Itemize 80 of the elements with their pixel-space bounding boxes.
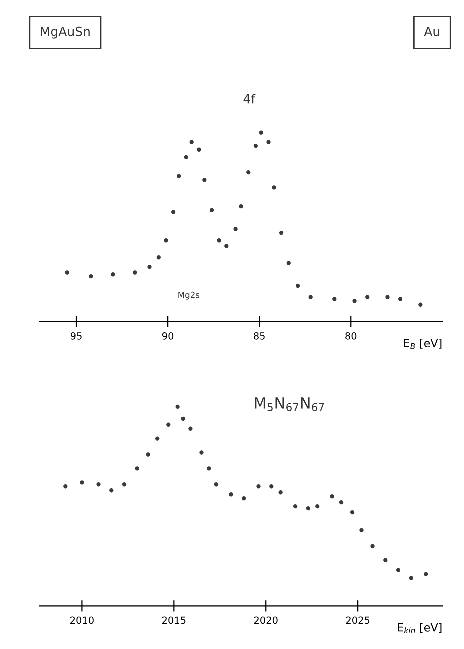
point (197, 148, 202, 152)
point (148, 264, 152, 270)
point (366, 295, 370, 300)
point (370, 544, 375, 548)
point (409, 576, 414, 580)
point (133, 270, 138, 275)
x-tick-label: 2025 (346, 616, 370, 624)
point (242, 496, 246, 501)
point (330, 494, 334, 499)
point (89, 274, 94, 279)
point (316, 504, 320, 509)
point (164, 238, 168, 243)
point (398, 297, 403, 302)
point (122, 482, 127, 487)
point (234, 227, 238, 232)
point (146, 452, 150, 457)
annotation: M$_{5}$N$_{67}$N$_{67}$ (255, 398, 324, 412)
point (286, 261, 291, 266)
point (224, 244, 229, 248)
point (360, 528, 364, 533)
point (229, 492, 234, 497)
x-tick-label: 2020 (254, 616, 278, 624)
point (176, 404, 180, 410)
point (135, 466, 140, 471)
text: Au (424, 27, 440, 36)
point (111, 272, 116, 277)
point (259, 130, 264, 135)
x-tick-label: 80 (346, 332, 357, 340)
point (384, 558, 388, 562)
point (239, 204, 244, 209)
point (306, 506, 310, 511)
x-tick-label: 90 (162, 332, 174, 340)
point (279, 230, 284, 236)
point (176, 174, 182, 178)
point (424, 572, 428, 576)
x-tick-label: 2010 (70, 616, 94, 624)
point (296, 284, 300, 288)
point (207, 466, 212, 471)
point (210, 208, 214, 212)
point (214, 482, 219, 487)
point (254, 144, 258, 148)
point (184, 155, 188, 160)
point (110, 488, 114, 493)
point (202, 178, 207, 182)
point (156, 256, 161, 260)
annotation: Mg2s (178, 292, 200, 300)
x-axis-title: E$_{B}$ [eV] (404, 338, 442, 350)
point (171, 210, 176, 214)
x-tick-label: 2015 (162, 616, 186, 624)
point (266, 140, 271, 144)
point (396, 568, 401, 572)
point (350, 510, 355, 515)
point (166, 422, 171, 427)
point (200, 450, 204, 455)
point (293, 504, 298, 509)
point (418, 302, 423, 307)
text: 4f (244, 94, 256, 104)
point (308, 295, 313, 300)
point (270, 484, 274, 489)
point (339, 500, 344, 505)
point (64, 484, 68, 489)
x-tick-label: 85 (254, 332, 265, 340)
point (217, 238, 222, 243)
text: MgAuSn (41, 26, 90, 39)
point (190, 140, 194, 144)
point (246, 170, 251, 175)
point (80, 480, 84, 485)
x-tick-label: 95 (70, 332, 82, 340)
point (181, 416, 186, 421)
point (96, 482, 101, 487)
point (256, 484, 261, 489)
x-axis-title: E$_{kin}$ [eV] (398, 623, 442, 634)
point (332, 297, 337, 302)
point (65, 270, 70, 275)
point (352, 299, 357, 304)
point (272, 186, 276, 190)
point (156, 436, 160, 441)
point (386, 295, 390, 300)
point (278, 490, 283, 495)
point (188, 426, 193, 431)
